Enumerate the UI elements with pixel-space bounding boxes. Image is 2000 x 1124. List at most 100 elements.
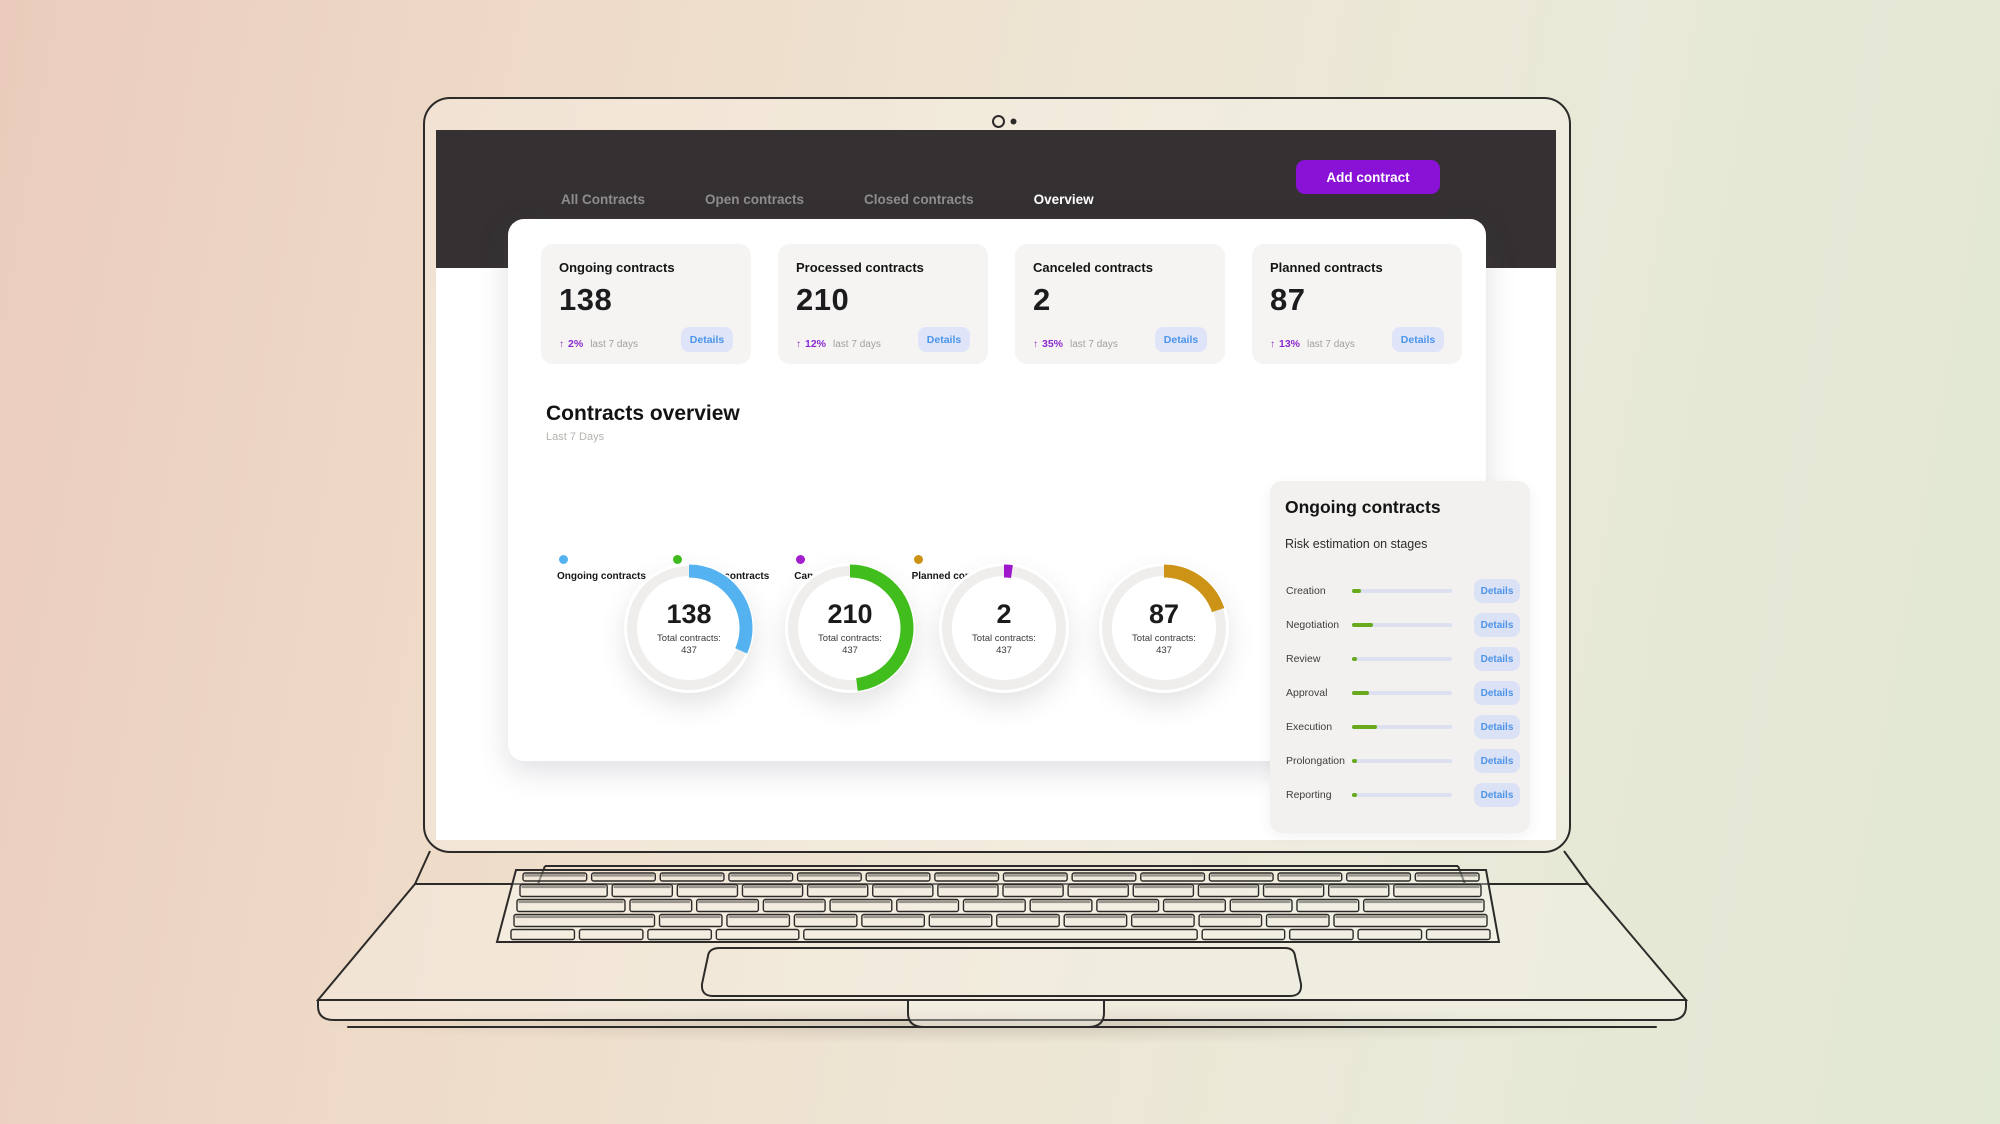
stat-card-change: 12% [805, 338, 827, 350]
stage-progress-track [1352, 589, 1452, 593]
donut-value: 2 [996, 599, 1012, 629]
donut-total-value: 437 [996, 644, 1012, 656]
stage-details-button[interactable]: Details [1474, 783, 1520, 807]
risk-panel-title: Ongoing contracts [1285, 497, 1441, 517]
stage-progress-fill [1352, 725, 1377, 729]
laptop-front-notch [907, 999, 1105, 1028]
stage-progress-track [1352, 759, 1452, 763]
stat-card-period: last 7 days [1307, 338, 1355, 350]
webcam-icon [992, 115, 1005, 128]
risk-panel: Ongoing contracts Risk estimation on sta… [1270, 481, 1530, 833]
stage-label: Review [1286, 653, 1321, 665]
legend-dot-icon [913, 555, 923, 564]
stat-card-title: Processed contracts [796, 260, 924, 275]
stat-card-title: Planned contracts [1270, 260, 1383, 275]
tab-open-contracts[interactable]: Open contracts [705, 191, 805, 207]
webcam-indicator-dot [1010, 118, 1017, 125]
stage-progress-track [1352, 793, 1452, 797]
stage-progress-fill [1352, 589, 1361, 593]
stat-card-footer: ↑ 12% last 7 days [796, 338, 881, 350]
legend-label: Ongoing contracts [557, 571, 646, 582]
stat-card-change: 35% [1042, 338, 1064, 350]
stage-details-button[interactable]: Details [1474, 681, 1520, 705]
legend-dot-icon [672, 555, 682, 564]
stat-card-footer: ↑ 13% last 7 days [1270, 338, 1355, 350]
legend-item-planned-contracts: Planned contracts [911, 555, 999, 582]
stage-details-button[interactable]: Details [1474, 613, 1520, 637]
risk-stage-row-creation: Creation Details [1270, 574, 1530, 608]
tab-all-contracts[interactable]: All Contracts [561, 191, 646, 207]
stat-card-details-button[interactable]: Details [681, 327, 733, 352]
tab-overview[interactable]: Overview [1014, 192, 1113, 235]
stat-card-ongoing-contracts: Ongoing contracts 138 ↑ 2% last 7 days Detail… [541, 244, 751, 364]
stat-card-processed-contracts: Processed contracts 210 ↑ 12% last 7 days Det… [778, 244, 988, 364]
stat-card-title: Canceled contracts [1033, 260, 1153, 275]
stage-details-button[interactable]: Details [1474, 715, 1520, 739]
donut-chart-canceled-contracts: 2 Total contracts: 437 [939, 563, 1069, 693]
section-subtitle: Last 7 Days [546, 431, 605, 443]
laptop-front-edge [317, 999, 1687, 1021]
stat-card-period: last 7 days [590, 338, 638, 350]
stage-progress-track [1352, 623, 1452, 627]
legend-label: Planned contracts [911, 571, 999, 582]
trackpad [700, 947, 1303, 997]
stage-progress-fill [1352, 623, 1373, 627]
donut-total-label: Total contracts: [972, 633, 1036, 644]
stat-card-period: last 7 days [833, 338, 881, 350]
stage-details-button[interactable]: Details [1474, 579, 1520, 603]
donut-chart-planned-contracts: 87 Total contracts: 437 [1099, 563, 1229, 693]
donut-center: 87 Total contracts: 437 [1099, 563, 1229, 693]
donut-total-value: 437 [842, 644, 858, 656]
trend-up-icon: ↑ [559, 338, 564, 350]
donut-value: 210 [827, 599, 873, 629]
stat-card-value: 87 [1270, 282, 1306, 317]
stage-label: Approval [1286, 687, 1328, 699]
donut-value: 138 [666, 599, 712, 629]
keyboard-plate [495, 869, 1501, 943]
stage-progress-track [1352, 725, 1452, 729]
stat-card-canceled-contracts: Canceled contracts 2 ↑ 35% last 7 days Detail… [1015, 244, 1225, 364]
dashboard-panel: Ongoing contracts 138 ↑ 2% last 7 days Detail… [508, 219, 1530, 833]
donut-center: 210 Total contracts: 437 [785, 563, 915, 693]
risk-panel-subtitle: Risk estimation on stages [1285, 537, 1428, 551]
stage-label: Execution [1286, 721, 1333, 733]
screen: All Contracts Open contracts Closed contra… [436, 130, 1556, 840]
add-contract-button[interactable]: Add contract [1296, 160, 1440, 194]
donut-center: 2 Total contracts: 437 [939, 563, 1069, 693]
risk-stage-row-reporting: Reporting Details [1270, 778, 1530, 812]
risk-stage-row-review: Review Details [1270, 642, 1530, 676]
legend-dot-icon [796, 555, 806, 564]
laptop-shadow [300, 1004, 1700, 1044]
stat-card-title: Ongoing contracts [559, 260, 675, 275]
stat-card-details-button[interactable]: Details [1392, 327, 1444, 352]
legend-item-ongoing-contracts: Ongoing contracts [557, 555, 646, 582]
donut-chart-ongoing-contracts: 138 Total contracts: 437 [624, 563, 754, 693]
risk-stage-row-execution: Execution Details [1270, 710, 1530, 744]
stage-details-button[interactable]: Details [1474, 647, 1520, 671]
section-title: Contracts overview [546, 402, 740, 425]
stat-card-details-button[interactable]: Details [918, 327, 970, 352]
trend-up-icon: ↑ [1270, 338, 1275, 350]
donut-value: 87 [1148, 599, 1180, 629]
donut-chart-processed-contracts: 210 Total contracts: 437 [785, 563, 915, 693]
stage-details-button[interactable]: Details [1474, 749, 1520, 773]
risk-stage-row-approval: Approval Details [1270, 676, 1530, 710]
keyboard-keys [510, 872, 1491, 941]
risk-stage-row-prolongation: Prolongation Details [1270, 744, 1530, 778]
donut-total-label: Total contracts: [818, 633, 882, 644]
stage-label: Reporting [1286, 789, 1332, 801]
stage-label: Negotiation [1286, 619, 1340, 631]
donut-total-value: 437 [681, 644, 697, 656]
stage-label: Prolongation [1286, 755, 1345, 767]
stat-card-value: 210 [796, 282, 850, 317]
donut-center: 138 Total contracts: 437 [624, 563, 754, 693]
tab-closed-contracts[interactable]: Closed contracts [864, 191, 974, 207]
stage-progress-track [1352, 691, 1452, 695]
stage-progress-fill [1352, 657, 1357, 661]
donut-total-label: Total contracts: [657, 633, 721, 644]
stat-card-details-button[interactable]: Details [1155, 327, 1207, 352]
stat-card-period: last 7 days [1070, 338, 1118, 350]
risk-stage-row-negotiation: Negotiation Details [1270, 608, 1530, 642]
stat-card-value: 138 [559, 282, 613, 317]
